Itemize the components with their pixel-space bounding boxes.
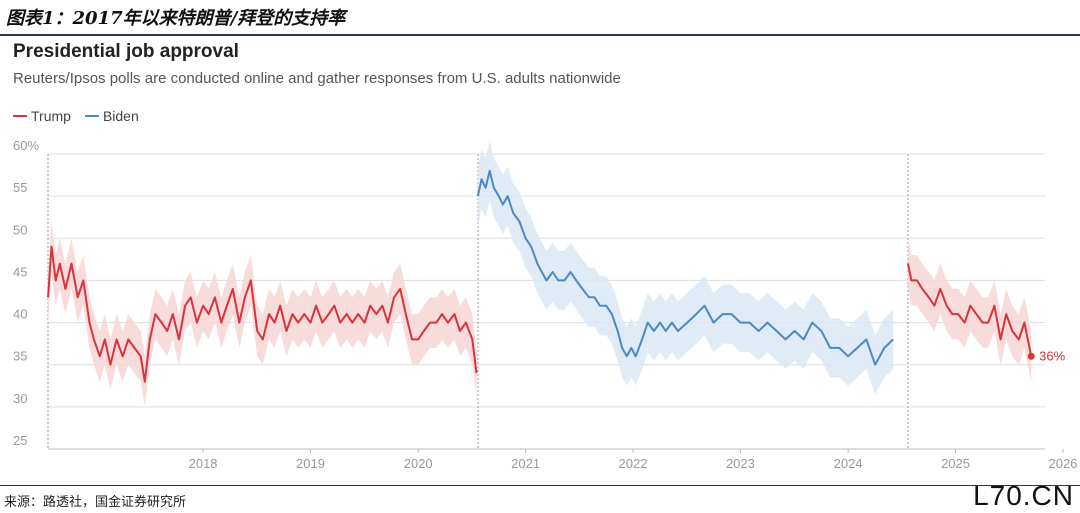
end-value-label: 36% <box>1039 348 1065 363</box>
y-tick-label: 60% <box>13 138 39 153</box>
series-band-trump <box>48 221 477 407</box>
series-line-trump <box>906 263 1033 357</box>
y-tick-label: 40 <box>13 307 27 322</box>
source-note: 来源：路透社，国金证券研究所 <box>4 495 187 510</box>
end-point-marker <box>1027 352 1035 360</box>
chart-subtitle: Reuters/Ipsos polls are conducted online… <box>13 70 621 87</box>
x-tick-label: 2019 <box>296 456 325 470</box>
legend-label-biden: Biden <box>102 108 139 124</box>
x-tick-label: 2018 <box>189 456 218 470</box>
y-tick-label: 55 <box>13 180 27 195</box>
x-tick-label: 2023 <box>726 456 755 470</box>
bottom-rule <box>0 485 1080 486</box>
x-tick-label: 2020 <box>404 456 433 470</box>
series-band-biden <box>477 141 894 395</box>
x-tick-label: 2022 <box>619 456 648 470</box>
y-tick-label: 35 <box>13 349 27 364</box>
figure-caption: 图表1：2017年以来特朗普/拜登的支持率 <box>6 8 346 29</box>
legend-swatch-trump <box>13 115 27 117</box>
series-line-trump <box>47 245 478 383</box>
legend-item-trump: Trump <box>13 108 71 124</box>
legend-item-biden: Biden <box>84 108 139 124</box>
y-tick-label: 50 <box>13 222 27 237</box>
x-tick-label: 2025 <box>941 456 970 470</box>
approval-line-chart: 25 30 35 40 45 50 55 60% 2018 2019 2020 2021 2022 202… <box>13 138 1077 470</box>
series-line-biden <box>476 169 894 366</box>
x-tick-label: 2021 <box>511 456 540 470</box>
legend-swatch-biden <box>84 115 99 117</box>
legend-label-trump: Trump <box>31 108 71 124</box>
watermark-text: L70.CN <box>973 480 1074 511</box>
top-rule <box>0 34 1080 36</box>
y-tick-label: 45 <box>13 264 27 279</box>
x-tick-label: 2026 <box>1048 456 1077 470</box>
chart-legend: Trump Biden <box>13 108 139 124</box>
y-tick-label: 25 <box>13 433 27 448</box>
chart-title: Presidential job approval <box>13 41 239 62</box>
y-tick-label: 30 <box>13 391 27 406</box>
x-tick-label: 2024 <box>834 456 863 470</box>
